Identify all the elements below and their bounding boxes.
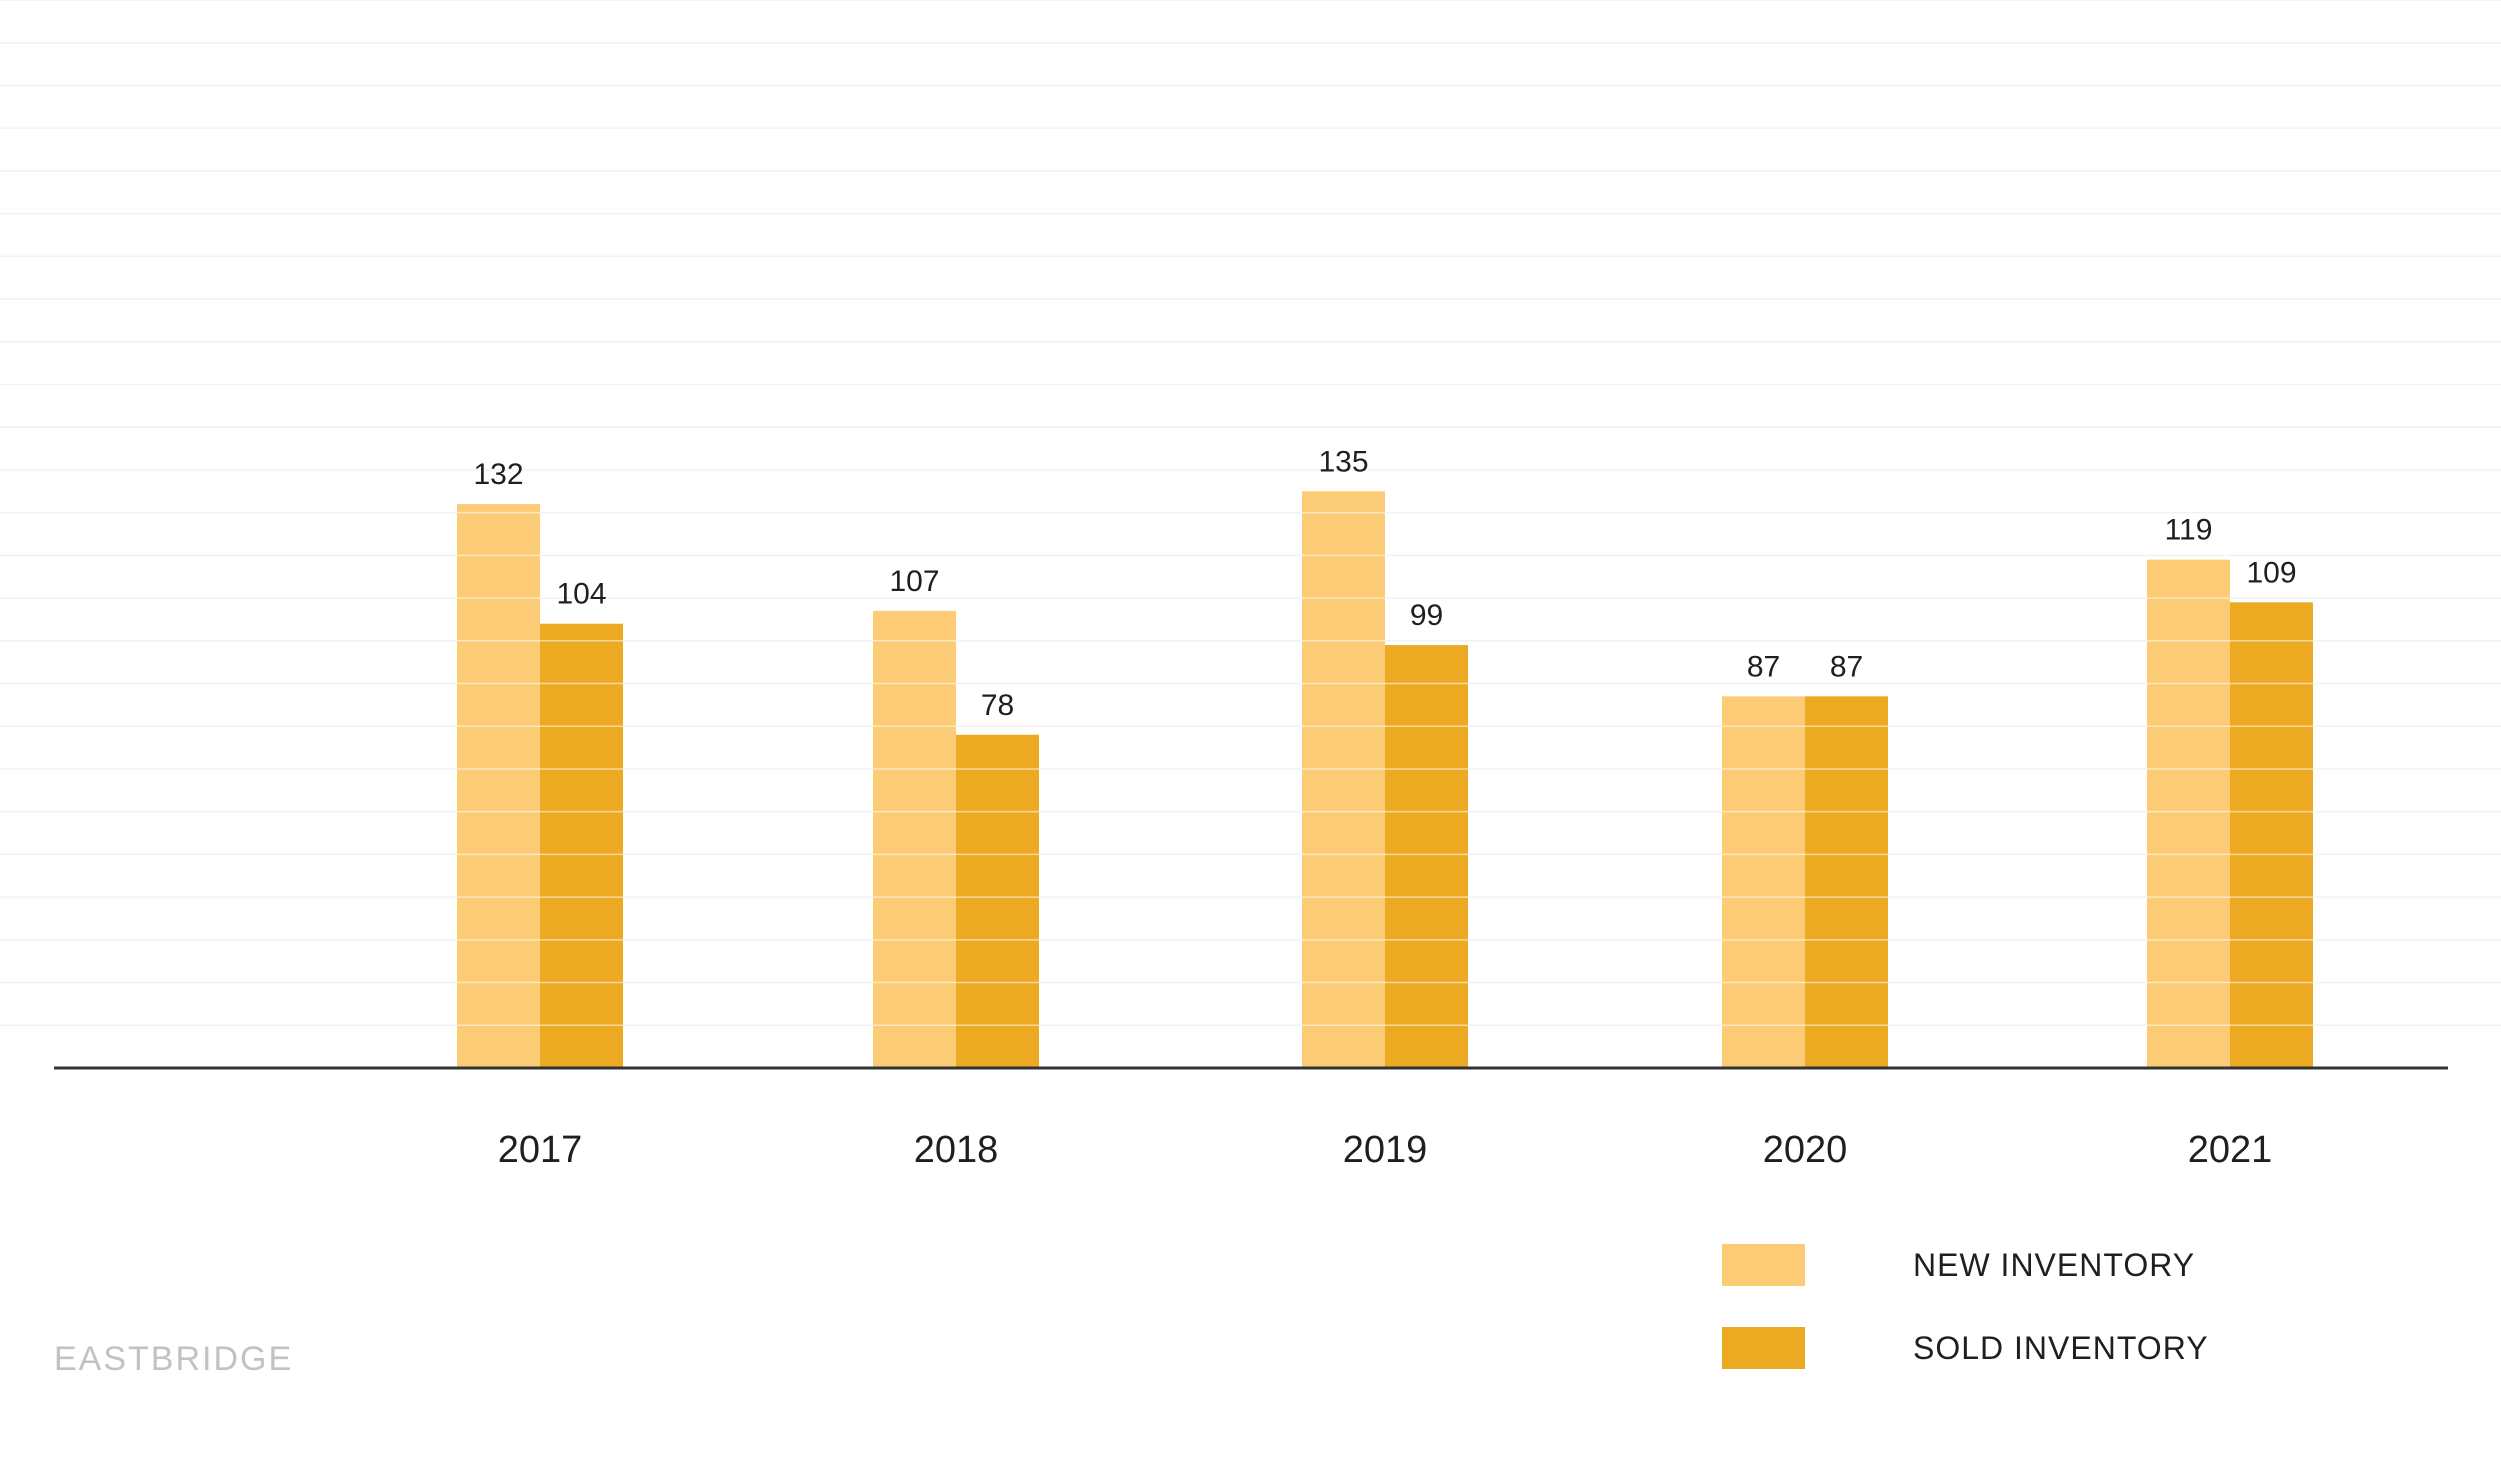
bar-new-2019 bbox=[1302, 491, 1385, 1068]
brand-logo-text: EASTBRIDGE bbox=[54, 1340, 294, 1378]
legend-item-sold: SOLD INVENTORY bbox=[1722, 1327, 2209, 1369]
data-label-sold-2021: 109 bbox=[2246, 556, 2296, 589]
bar-sold-2019 bbox=[1385, 645, 1468, 1068]
bar-sold-2017 bbox=[540, 623, 623, 1068]
data-label-new-2017: 132 bbox=[473, 458, 523, 491]
data-label-new-2021: 119 bbox=[2165, 514, 2213, 547]
x-tick-label-2020: 2020 bbox=[1763, 1129, 1848, 1171]
data-label-new-2019: 135 bbox=[1318, 445, 1368, 478]
legend: NEW INVENTORY SOLD INVENTORY bbox=[1722, 1244, 2209, 1410]
x-tick-label-2017: 2017 bbox=[498, 1129, 583, 1171]
x-tick-label-2018: 2018 bbox=[914, 1129, 999, 1171]
legend-label-sold: SOLD INVENTORY bbox=[1913, 1329, 2209, 1366]
legend-swatch-new bbox=[1722, 1244, 1805, 1286]
bar-sold-2020 bbox=[1805, 696, 1888, 1068]
x-axis-tick-labels: 2017 2018 2019 2020 2021 bbox=[498, 1129, 2273, 1171]
data-label-new-2018: 107 bbox=[889, 565, 939, 598]
legend-swatch-sold bbox=[1722, 1327, 1805, 1369]
data-label-sold-2017: 104 bbox=[556, 578, 606, 611]
data-label-sold-2019: 99 bbox=[1410, 599, 1443, 632]
data-label-sold-2018: 78 bbox=[981, 689, 1014, 722]
bar-sold-2018 bbox=[956, 734, 1039, 1068]
data-label-sold-2020: 87 bbox=[1830, 650, 1863, 683]
bar-new-2021 bbox=[2147, 559, 2230, 1068]
bars-group bbox=[457, 491, 2313, 1068]
bar-new-2018 bbox=[873, 610, 956, 1068]
x-tick-label-2021: 2021 bbox=[2188, 1129, 2273, 1171]
x-tick-label-2019: 2019 bbox=[1343, 1129, 1428, 1171]
bar-new-2017 bbox=[457, 504, 540, 1068]
legend-label-new: NEW INVENTORY bbox=[1913, 1246, 2196, 1283]
legend-item-new: NEW INVENTORY bbox=[1722, 1244, 2209, 1286]
bar-overlay-gridlines bbox=[457, 511, 2313, 1027]
data-label-new-2020: 87 bbox=[1747, 650, 1780, 683]
bar-sold-2021 bbox=[2230, 602, 2313, 1068]
data-labels: 132 104 107 78 135 99 87 87 119 109 bbox=[473, 445, 2296, 722]
gridlines bbox=[0, 0, 2501, 1027]
bar-new-2020 bbox=[1722, 696, 1805, 1068]
